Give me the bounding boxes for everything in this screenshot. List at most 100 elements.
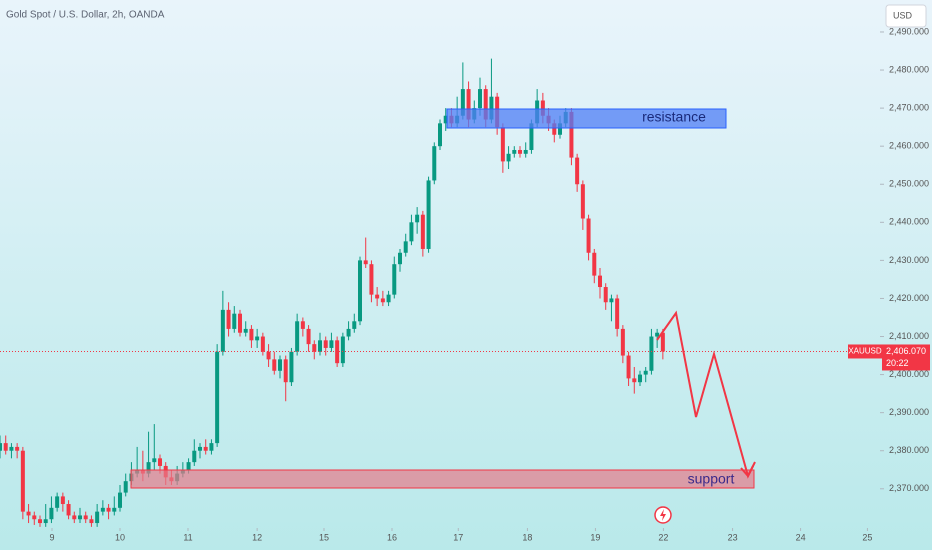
candle-body xyxy=(3,443,8,451)
x-tick-label: 23 xyxy=(728,532,738,542)
candle-body xyxy=(152,458,157,463)
candle-body xyxy=(558,123,562,135)
countdown-label: 20:22 xyxy=(886,358,909,368)
candle-body xyxy=(403,241,408,253)
support-label: support xyxy=(688,471,735,487)
candle-body xyxy=(146,462,151,474)
x-tick-label: 18 xyxy=(522,532,532,542)
last-price-label: 2,406.070 xyxy=(886,346,926,356)
candle-body xyxy=(318,340,322,352)
currency-label[interactable]: USD xyxy=(893,10,913,20)
y-tick-label: 2,410.000 xyxy=(889,331,929,341)
candle-body xyxy=(375,294,380,299)
candle-body xyxy=(192,450,197,463)
candle-body xyxy=(438,123,442,147)
currency-button[interactable] xyxy=(885,4,927,28)
candle-body xyxy=(89,519,94,524)
y-tick-label: 2,450.000 xyxy=(889,179,929,189)
support-zone xyxy=(130,469,755,489)
symbol-badge xyxy=(848,344,882,359)
candle-body xyxy=(186,462,191,470)
x-tick-label: 11 xyxy=(183,532,192,542)
candle-body xyxy=(632,378,637,383)
candle-body xyxy=(415,214,420,223)
candle-body xyxy=(340,336,345,364)
x-tick-label: 16 xyxy=(387,532,397,542)
candle-body xyxy=(626,355,631,379)
candle-body xyxy=(209,443,214,451)
candle-body xyxy=(443,115,448,124)
x-tick-label: 22 xyxy=(658,532,668,542)
candle-body xyxy=(249,328,254,341)
chart-title: Gold Spot / U.S. Dollar, 2h, OANDA xyxy=(6,10,165,21)
y-tick-label: 2,370.000 xyxy=(889,483,929,493)
candle-body xyxy=(0,443,2,451)
candle-body xyxy=(226,309,231,329)
candle-body xyxy=(512,149,517,154)
candle-body xyxy=(638,374,642,383)
resistance-label: resistance xyxy=(642,109,706,125)
candle-body xyxy=(489,96,494,120)
y-tick-label: 2,380.000 xyxy=(889,445,929,455)
candle-body xyxy=(506,153,511,162)
x-tick-label: 19 xyxy=(590,532,600,542)
candle-body xyxy=(609,298,614,303)
candle-body xyxy=(295,321,300,352)
candle-body xyxy=(500,127,505,162)
candle-body xyxy=(60,496,65,505)
candle-body xyxy=(346,328,351,337)
projection-arrow xyxy=(740,465,754,478)
candle-body xyxy=(603,287,608,303)
candle-body xyxy=(352,321,357,329)
candle-body xyxy=(409,222,414,242)
candle-body xyxy=(100,507,105,512)
candle-body xyxy=(118,492,122,508)
candle-body xyxy=(523,149,528,154)
candle-body xyxy=(300,321,305,329)
last-price-badge xyxy=(882,344,930,371)
candle-body xyxy=(32,515,37,520)
y-tick-label: 2,390.000 xyxy=(889,407,929,417)
y-tick-label: 2,460.000 xyxy=(889,141,929,151)
candle-body xyxy=(49,507,54,520)
candle-body xyxy=(203,446,208,451)
candle-body xyxy=(660,332,665,352)
candle-body xyxy=(478,89,482,109)
candle-body xyxy=(335,340,340,364)
candle-body xyxy=(592,252,597,276)
candle-body xyxy=(95,511,100,524)
candle-body xyxy=(398,252,402,265)
candle-body xyxy=(483,89,488,120)
candle-body xyxy=(123,481,128,493)
candle-body xyxy=(55,496,60,508)
candle-body xyxy=(540,100,545,116)
x-tick-label: 25 xyxy=(862,532,872,542)
y-tick-label: 2,490.000 xyxy=(889,26,929,36)
candle-body xyxy=(78,515,82,520)
candle-body xyxy=(38,519,42,524)
candle-body xyxy=(615,298,620,329)
watermark-icon xyxy=(654,506,672,524)
candle-body xyxy=(283,359,288,383)
y-tick-label: 2,470.000 xyxy=(889,102,929,112)
candle-body xyxy=(43,519,48,524)
candle-body xyxy=(158,458,162,466)
candle-body xyxy=(260,336,265,352)
candle-body xyxy=(518,149,522,154)
y-tick-label: 2,440.000 xyxy=(889,217,929,227)
candle-body xyxy=(552,123,557,135)
candle-body xyxy=(369,264,374,295)
y-tick-label: 2,430.000 xyxy=(889,255,929,265)
candle-body xyxy=(9,446,14,451)
candle-body xyxy=(420,214,425,249)
candle-body xyxy=(215,351,220,444)
candle-body xyxy=(643,370,648,375)
candle-body xyxy=(306,328,311,345)
x-tick-label: 17 xyxy=(453,532,463,542)
candle-body xyxy=(106,507,111,512)
x-tick-label: 9 xyxy=(49,532,54,542)
candle-body xyxy=(460,89,465,116)
candle-body xyxy=(529,123,534,150)
y-tick-label: 2,420.000 xyxy=(889,293,929,303)
